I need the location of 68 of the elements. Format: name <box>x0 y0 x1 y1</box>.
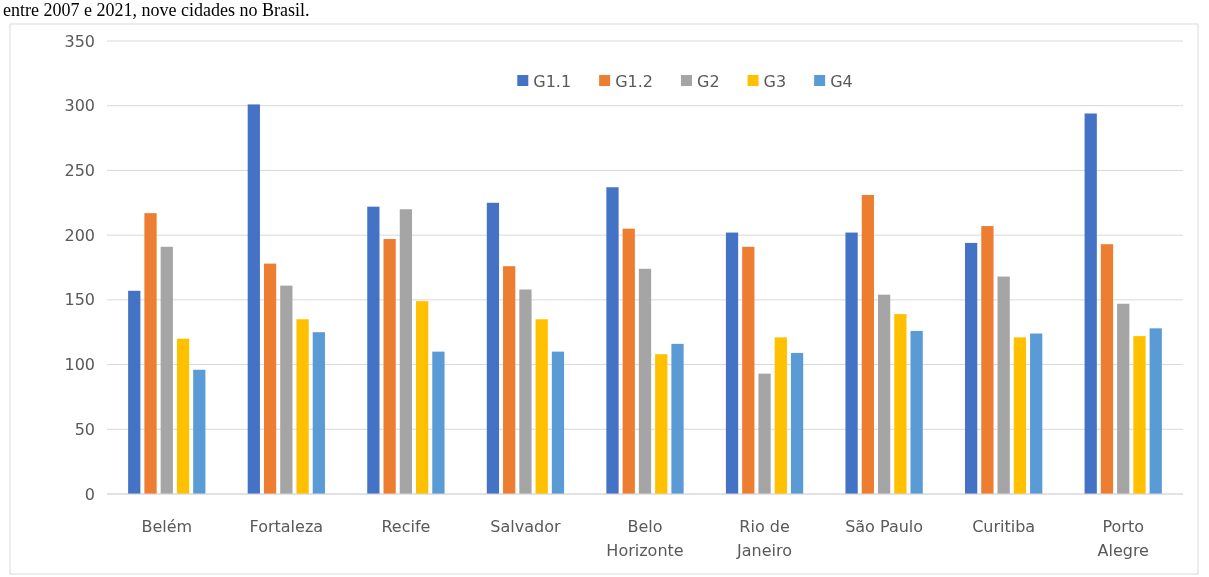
bar <box>845 232 858 494</box>
bar <box>910 330 923 494</box>
bar <box>742 246 755 494</box>
bar <box>160 246 173 494</box>
legend-label: G4 <box>830 71 853 91</box>
bar <box>1013 337 1027 494</box>
chart-title: entre 2007 e 2021, nove cidades no Brasil. <box>3 0 310 20</box>
bar <box>193 369 206 494</box>
bar <box>176 338 190 494</box>
bar <box>774 337 787 494</box>
bar <box>894 314 907 494</box>
bar <box>1030 333 1043 494</box>
bar <box>655 354 668 494</box>
bar <box>671 343 684 494</box>
bar <box>486 202 500 494</box>
bar <box>312 332 325 494</box>
bar <box>432 351 445 494</box>
bar <box>1149 328 1162 494</box>
bar <box>247 104 260 494</box>
x-tick-label: Rio de Janeiro <box>736 517 793 560</box>
y-tick-label: 50 <box>74 419 95 439</box>
x-tick-label: São Paulo <box>845 517 924 536</box>
legend-label: G2 <box>696 71 720 91</box>
bar <box>503 266 516 494</box>
bar <box>144 213 157 494</box>
x-tick-label: Fortaleza <box>249 517 324 536</box>
bar <box>622 228 635 494</box>
bar <box>638 268 652 494</box>
x-tick-label: Salvador <box>490 517 561 536</box>
bar <box>383 239 396 494</box>
bar <box>296 319 309 494</box>
bar <box>1133 336 1146 494</box>
bar <box>1100 244 1114 494</box>
bar <box>725 232 739 494</box>
bar <box>535 319 548 494</box>
bar <box>1117 303 1130 494</box>
legend-label: G1.1 <box>533 71 572 91</box>
bar <box>128 290 141 494</box>
bar <box>519 289 532 494</box>
bar <box>861 195 874 494</box>
bar <box>367 206 380 494</box>
bar <box>877 294 891 494</box>
bar <box>997 276 1010 494</box>
y-tick-label: 200 <box>64 225 95 245</box>
legend-label: G1.2 <box>615 71 653 91</box>
y-tick-label: 300 <box>64 96 95 116</box>
x-tick-label: Curitiba <box>972 517 1036 536</box>
y-tick-label: 100 <box>64 355 95 375</box>
x-tick-label: Belém <box>141 517 193 536</box>
y-tick-label: 0 <box>84 484 95 504</box>
x-tick-label: Recife <box>381 517 431 536</box>
bar <box>551 351 565 494</box>
bar <box>790 352 804 494</box>
bar <box>758 373 771 494</box>
bar <box>399 209 413 494</box>
bar <box>1084 113 1097 494</box>
bar <box>263 263 277 494</box>
bar <box>981 226 994 494</box>
bar <box>965 242 978 494</box>
y-tick-label: 250 <box>64 161 95 181</box>
legend-label: G3 <box>763 71 787 91</box>
bar <box>606 187 619 494</box>
x-tick-label: Belo Horizonte <box>606 517 684 560</box>
bar <box>416 301 429 494</box>
x-tick-label: Porto Alegre <box>1097 517 1149 560</box>
bar <box>280 285 293 494</box>
y-tick-label: 350 <box>64 31 95 51</box>
y-tick-label: 150 <box>64 290 95 310</box>
